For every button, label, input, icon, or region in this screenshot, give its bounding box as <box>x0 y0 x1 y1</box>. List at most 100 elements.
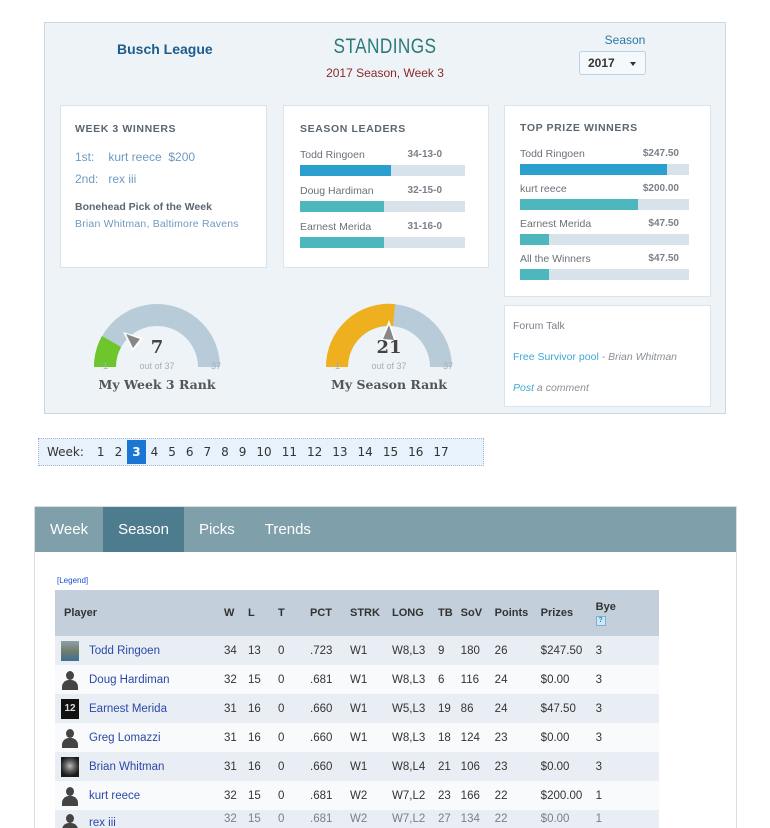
week-link-9[interactable]: 9 <box>238 445 247 459</box>
week-link-5[interactable]: 5 <box>168 445 176 459</box>
page-subtitle: 2017 Season, Week 3 <box>326 66 444 80</box>
post-comment-link[interactable]: Post <box>513 382 535 394</box>
leader-record: 31-16-0 <box>407 221 442 232</box>
week-link-10[interactable]: 10 <box>256 445 272 459</box>
tab-trends[interactable]: Trends <box>264 521 311 538</box>
caret-down-icon <box>630 62 636 66</box>
prize-item: Earnest Merida $47.50 <box>520 218 695 245</box>
col-l[interactable]: L <box>248 607 255 619</box>
forum-title: Forum Talk <box>513 320 565 332</box>
col-w[interactable]: W <box>224 607 235 619</box>
week-link-15[interactable]: 15 <box>382 445 399 459</box>
col-strk[interactable]: STRK <box>350 607 380 619</box>
season-select[interactable]: 2017 <box>579 51 646 75</box>
cell-long: W7,L2 <box>392 813 426 825</box>
avatar: 12 <box>61 698 79 719</box>
forum-topic-link[interactable]: Free Survivor pool <box>513 351 599 363</box>
prize-amount: $200.00 <box>642 183 679 194</box>
cell-tb: 6 <box>438 673 445 686</box>
bonehead-value: Brian Whitman, Baltimore Ravens <box>75 218 239 230</box>
cell-t: 0 <box>278 673 285 686</box>
leader-bar <box>300 165 465 176</box>
cell-bye: 3 <box>595 731 603 744</box>
player-link[interactable]: Brian Whitman <box>89 760 165 773</box>
col-prizes[interactable]: Prizes <box>540 607 574 619</box>
prize-item: kurt reece $200.00 <box>520 183 695 210</box>
table-row: Todd Ringoen 34 13 0 .723 W1 W8,L3 9 180… <box>55 636 659 665</box>
legend-link[interactable]: [Legend] <box>57 576 89 585</box>
cell-l: 15 <box>248 673 261 686</box>
first-place-label: 1st: <box>75 150 95 164</box>
week-link-14[interactable]: 14 <box>357 445 373 459</box>
week-link-13[interactable]: 13 <box>332 445 348 459</box>
cell-bye: 3 <box>595 702 603 715</box>
player-link[interactable]: rex iii <box>89 817 116 828</box>
cell-points: 22 <box>494 789 508 802</box>
leader-record: 34-13-0 <box>407 149 442 160</box>
prize-bar-fill <box>520 269 549 280</box>
col-long[interactable]: LONG <box>392 607 424 619</box>
week-link-8[interactable]: 8 <box>221 445 229 459</box>
season-rank-value: 21 <box>376 337 402 358</box>
week-link-2[interactable]: 2 <box>114 445 123 459</box>
cell-bye: 3 <box>595 760 603 773</box>
cell-points: 23 <box>494 731 508 744</box>
cell-prizes: $47.50 <box>540 702 576 715</box>
col-tb[interactable]: TB <box>438 607 453 619</box>
week-link-12[interactable]: 12 <box>306 445 323 459</box>
first-place-name[interactable]: kurt reece <box>108 150 162 164</box>
cell-sov: 116 <box>460 673 480 686</box>
player-link[interactable]: Todd Ringoen <box>89 644 160 657</box>
prize-bar-fill <box>520 234 549 245</box>
first-place-line: 1st: kurt reece $200 <box>75 150 252 164</box>
player-link[interactable]: Greg Lomazzi <box>89 731 161 744</box>
player-link[interactable]: Earnest Merida <box>89 702 167 715</box>
leader-name: Todd Ringoen <box>300 149 365 161</box>
cell-prizes: $200.00 <box>540 789 583 802</box>
week-link-4[interactable]: 4 <box>150 445 159 459</box>
player-link[interactable]: kurt reece <box>89 789 141 802</box>
col-sov[interactable]: SoV <box>460 607 483 619</box>
col-points[interactable]: Points <box>494 607 529 619</box>
avatar-placeholder-icon <box>61 786 79 806</box>
prize-name: kurt reece <box>520 183 567 195</box>
week-rank-min: 1 <box>103 361 109 371</box>
week-rank-value: 7 <box>150 337 164 358</box>
week-link-17[interactable]: 17 <box>433 445 449 459</box>
tab-season[interactable]: Season <box>103 507 184 552</box>
leader-bar-fill <box>300 201 385 212</box>
week-link-7[interactable]: 7 <box>203 445 212 459</box>
tab-week[interactable]: Week <box>50 521 89 538</box>
col-player[interactable]: Player <box>64 607 98 619</box>
cell-l: 16 <box>248 702 261 715</box>
tab-bar: Week Season Picks Trends <box>35 507 736 552</box>
week-link-1[interactable]: 1 <box>96 445 105 459</box>
second-place-name[interactable]: rex iii <box>108 172 137 186</box>
league-name[interactable]: Busch League <box>117 41 213 57</box>
col-bye[interactable]: Bye ? <box>592 590 659 636</box>
prize-bar <box>520 164 689 175</box>
season-leaders-card: SEASON LEADERS Todd Ringoen 34-13-0 Doug … <box>283 105 489 268</box>
prize-item: All the Winners $47.50 <box>520 253 695 280</box>
cell-t: 0 <box>278 644 285 657</box>
top-prize-winners-card: TOP PRIZE WINNERS Todd Ringoen $247.50 ku… <box>504 105 711 297</box>
cell-long: W8,L4 <box>392 760 426 773</box>
avatar-placeholder-icon <box>61 728 79 748</box>
help-icon[interactable]: ? <box>595 615 606 626</box>
cell-strk: W1 <box>350 673 368 686</box>
week-winners-card: WEEK 3 WINNERS 1st: kurt reece $200 2nd:… <box>60 105 267 268</box>
tab-picks[interactable]: Picks <box>198 521 235 538</box>
week-link-16[interactable]: 16 <box>408 445 424 459</box>
col-t[interactable]: T <box>278 607 285 619</box>
cell-sov: 124 <box>460 731 480 744</box>
cell-long: W8,L3 <box>392 644 426 657</box>
week-link-11[interactable]: 11 <box>281 445 297 459</box>
cell-prizes: $247.50 <box>540 644 583 657</box>
week-link-3-active[interactable]: 3 <box>127 440 146 464</box>
week-link-6[interactable]: 6 <box>185 445 194 459</box>
col-pct[interactable]: PCT <box>310 607 332 619</box>
player-link[interactable]: Doug Hardiman <box>89 673 170 686</box>
week-rank-max: 37 <box>211 361 222 371</box>
cell-strk: W1 <box>350 760 368 773</box>
cell-points: 24 <box>494 702 508 715</box>
